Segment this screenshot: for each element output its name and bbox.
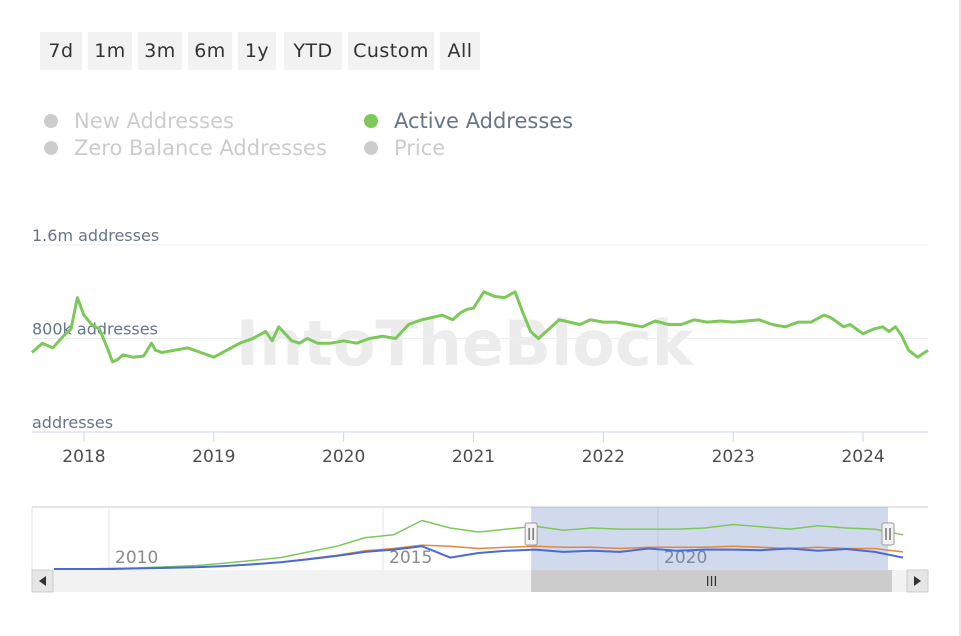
- caret-left-icon: [39, 576, 46, 586]
- x-tick-label: 2023: [712, 447, 755, 467]
- navigator: 2010 2015 2020 III: [31, 506, 929, 593]
- legend-label: Zero Balance Addresses: [74, 136, 327, 160]
- navigator-right-handle[interactable]: [881, 522, 895, 546]
- legend-label: Price: [394, 136, 446, 160]
- y-axis-label: addresses: [32, 413, 113, 432]
- page-edge-rule: [959, 0, 961, 636]
- x-tick-label: 2019: [192, 447, 235, 467]
- legend-dot-icon: [364, 114, 378, 128]
- scroll-right-button[interactable]: [906, 569, 929, 593]
- range-button-1y[interactable]: 1y: [238, 32, 276, 70]
- caret-right-icon: [914, 576, 921, 586]
- legend-label: Active Addresses: [394, 109, 574, 133]
- y-axis-label: 800k addresses: [32, 320, 158, 339]
- navigator-x-label: 2010: [115, 548, 158, 568]
- range-button-all[interactable]: All: [440, 32, 480, 70]
- legend-dot-icon: [44, 141, 58, 155]
- legend-dot-icon: [364, 141, 378, 155]
- x-tick-label: 2022: [582, 447, 625, 467]
- main-plot: 1.6m addresses 800k addresses addresses 201…: [31, 226, 929, 467]
- y-axis-label: 1.6m addresses: [32, 226, 159, 245]
- range-button-ytd[interactable]: YTD: [284, 32, 342, 70]
- navigator-left-handle[interactable]: [524, 522, 538, 546]
- x-tick-label: 2018: [62, 447, 105, 467]
- handle-body: [881, 522, 895, 546]
- handle-body: [524, 522, 538, 546]
- navigator-selection[interactable]: [531, 507, 888, 570]
- x-tick-label: 2020: [322, 447, 365, 467]
- scroll-left-button[interactable]: [31, 569, 54, 593]
- navigator-series-line: [54, 519, 904, 570]
- navigator-x-label: 2015: [389, 548, 432, 568]
- series-line-active-addresses: [31, 290, 929, 364]
- legend-dot-icon: [44, 114, 58, 128]
- legend-label: New Addresses: [74, 109, 234, 133]
- range-button-custom[interactable]: Custom: [348, 32, 434, 70]
- navigator-series-line: [54, 545, 904, 570]
- scrollbar-grip: III: [706, 575, 718, 590]
- watermark-text: IntoTheBlock: [236, 307, 695, 380]
- range-button-1m[interactable]: 1m: [88, 32, 132, 70]
- range-button-3m[interactable]: 3m: [138, 32, 182, 70]
- range-button-7d[interactable]: 7d: [40, 32, 82, 70]
- scrollbar-thumb[interactable]: [531, 570, 892, 592]
- range-button-6m[interactable]: 6m: [188, 32, 232, 70]
- x-tick-label: 2024: [841, 447, 884, 467]
- x-tick-label: 2021: [452, 447, 495, 467]
- navigator-x-label: 2020: [664, 548, 707, 568]
